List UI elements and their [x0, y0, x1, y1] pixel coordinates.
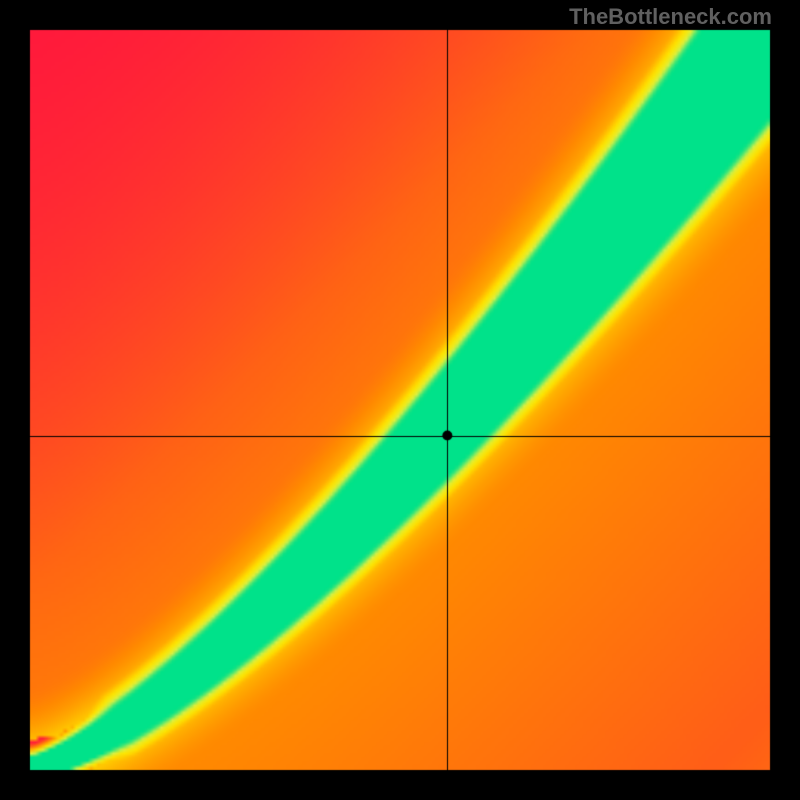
chart-container: { "canvas": { "width": 800, "height": 80…	[0, 0, 800, 800]
bottleneck-heatmap	[0, 0, 800, 800]
watermark-text: TheBottleneck.com	[569, 4, 772, 30]
